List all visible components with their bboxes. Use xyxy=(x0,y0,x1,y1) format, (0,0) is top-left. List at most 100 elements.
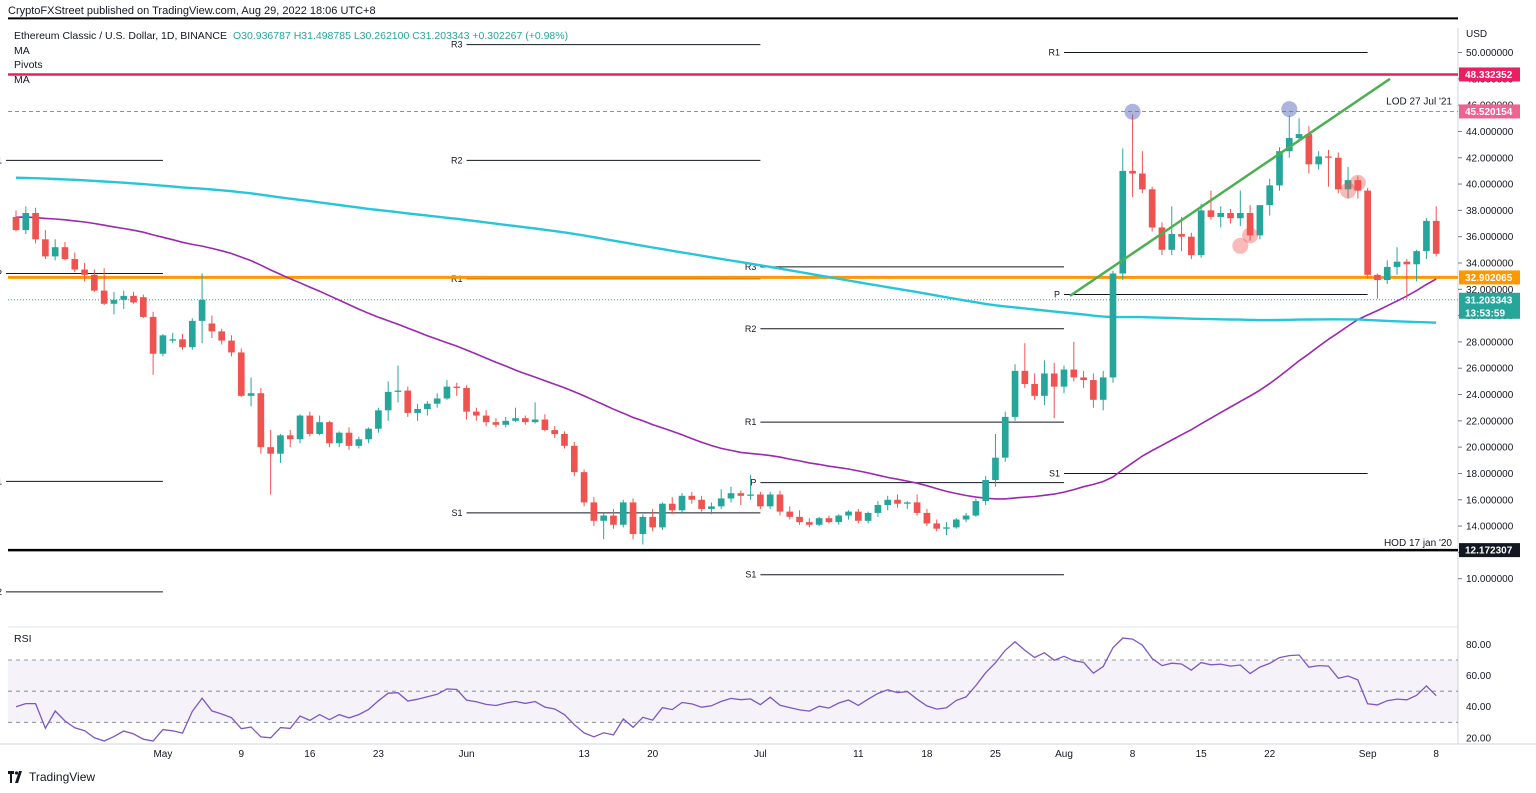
candle-bear xyxy=(306,415,314,434)
time-tick-label: 8 xyxy=(1130,749,1136,760)
candle-bear xyxy=(61,247,69,260)
price-tick-label: 16.000000 xyxy=(1466,495,1514,506)
candle-bull xyxy=(678,495,686,511)
price-tick-label: 26.000000 xyxy=(1466,364,1514,375)
time-tick-label: 11 xyxy=(853,749,864,760)
price-tick-label: 20.000000 xyxy=(1466,443,1514,454)
candle-bull xyxy=(414,409,421,413)
time-tick-label: 22 xyxy=(1264,749,1276,760)
candle-bull xyxy=(277,435,284,454)
time-tick-label: Jul xyxy=(754,749,767,760)
candle-bull xyxy=(1236,213,1244,219)
price-tick-label: 10.000000 xyxy=(1466,574,1514,585)
price-tag-12-bg xyxy=(1459,543,1520,558)
candle-bull xyxy=(952,519,960,528)
candle-bull xyxy=(296,415,304,440)
candle-bull xyxy=(864,512,872,521)
candle-bull xyxy=(110,299,118,304)
candle-bear xyxy=(737,493,745,496)
candle-bull xyxy=(815,518,823,525)
candle-bear xyxy=(825,518,833,523)
candle-bull xyxy=(531,419,539,423)
candle-bull xyxy=(1099,377,1107,400)
candle-bear xyxy=(1148,189,1156,228)
candle-bear xyxy=(698,499,705,509)
time-tick-label: 23 xyxy=(373,749,385,760)
hod-note: HOD 17 jan '20 xyxy=(1384,538,1452,549)
rsi-tick-label: 60.00 xyxy=(1466,671,1491,682)
rsi-line xyxy=(15,637,1437,742)
candle-bear xyxy=(492,422,500,425)
candle-bull xyxy=(1295,134,1303,139)
price-tick-label: 36.000000 xyxy=(1466,232,1514,243)
indicator-ma-2[interactable]: MA xyxy=(14,73,30,86)
brand-label: TradingView xyxy=(29,770,96,784)
candle-bull xyxy=(335,432,343,444)
candle-bull xyxy=(198,299,206,321)
candle-bull xyxy=(903,502,911,504)
price-tag-32-bg xyxy=(1459,270,1520,285)
candle-bear xyxy=(580,472,588,503)
candle-bull xyxy=(982,480,989,502)
peak-marker xyxy=(1124,103,1141,120)
tradingview-footer[interactable]: TradingView xyxy=(8,770,95,784)
candle-bear xyxy=(1080,377,1087,381)
candle-bull xyxy=(1285,138,1293,152)
candle-bull xyxy=(1168,234,1176,250)
candle-bear xyxy=(100,290,108,304)
indicator-pivots[interactable]: Pivots xyxy=(14,59,43,71)
candle-bear xyxy=(473,411,480,416)
time-tick-label: 8 xyxy=(1433,749,1439,760)
candle-bull xyxy=(884,499,892,506)
candle-bull xyxy=(1011,370,1019,417)
candle-bear xyxy=(228,340,235,353)
candle-bear xyxy=(326,422,333,444)
candle-bull xyxy=(433,398,441,404)
rsi-tick-label: 40.00 xyxy=(1466,702,1491,713)
rsi-tick-label: 80.00 xyxy=(1466,640,1491,651)
price-tick-label: 24.000000 xyxy=(1466,390,1514,401)
price-tag-last: 31.203343 xyxy=(1465,295,1513,306)
pivot-label: S2 xyxy=(0,587,2,597)
candle-bear xyxy=(923,512,931,524)
tradingview-logo-icon xyxy=(8,771,24,783)
rsi-tick-label: 20.00 xyxy=(1466,733,1491,744)
candle-bull xyxy=(717,498,725,507)
candle-bear xyxy=(1021,370,1029,385)
retest-marker xyxy=(1232,237,1249,254)
price-tag-45: 45.520154 xyxy=(1465,107,1513,118)
candle-bear xyxy=(570,445,578,473)
rsi-pane-label[interactable]: RSI xyxy=(14,633,32,645)
price-tag-last-bg xyxy=(1459,292,1520,319)
time-tick-label: Sep xyxy=(1359,749,1377,760)
candle-bear xyxy=(237,352,245,396)
candle-bear xyxy=(796,516,803,523)
candle-bear xyxy=(1070,369,1078,378)
candle-bear xyxy=(208,323,216,332)
pivot-label: R3 xyxy=(745,262,757,272)
price-tag-48: 48.332352 xyxy=(1465,70,1513,81)
candle-bear xyxy=(551,430,559,434)
symbol-title[interactable]: Ethereum Classic / U.S. Dollar, 1D, BINA… xyxy=(14,30,227,42)
candle-bull xyxy=(708,506,715,509)
candle-bear xyxy=(139,297,147,317)
candle-bull xyxy=(992,457,999,481)
price-tick-label: 14.000000 xyxy=(1466,522,1514,533)
indicator-ma-1[interactable]: MA xyxy=(14,44,30,57)
candle-bull xyxy=(845,511,852,516)
candle-bull xyxy=(375,410,382,429)
candle-bear xyxy=(894,499,901,504)
time-tick-label: 16 xyxy=(304,749,316,760)
candle-bear xyxy=(1403,261,1411,265)
candle-bear xyxy=(1129,170,1136,174)
candle-bear xyxy=(453,386,461,388)
time-tick-label: 25 xyxy=(990,749,1002,760)
time-tick-label: 18 xyxy=(921,749,933,760)
candle-bull xyxy=(1276,151,1283,186)
candle-bear xyxy=(854,511,862,521)
ohlc-values: O30.936787 H31.498785 L30.262100 C31.203… xyxy=(232,30,569,42)
time-tick-label: 15 xyxy=(1196,749,1208,760)
candle-bull xyxy=(1383,266,1391,281)
pivot-label: S1 xyxy=(0,476,2,486)
